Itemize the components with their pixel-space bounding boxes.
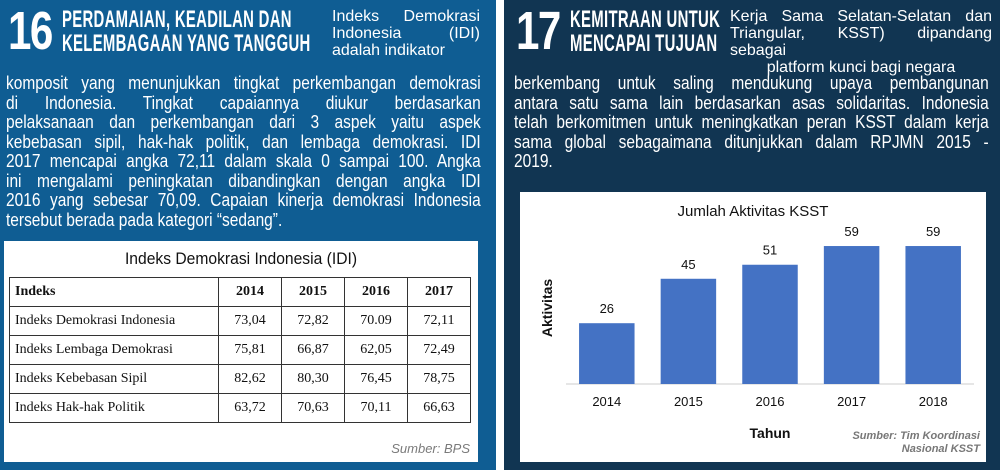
goal-number: 16 [8,1,53,61]
table-cell: 76,45 [344,364,408,394]
table-row: Indeks Demokrasi Indonesia 73,04 72,82 7… [9,306,471,336]
intro-line: adalah indikator [332,42,445,59]
body-line: kebebasan sipil, hak-hak politik, dan le… [6,131,481,152]
intro-line: platform kunci bagi negara [766,59,956,76]
bar [742,264,798,384]
table-cell: 62,05 [344,335,408,365]
table-cell: 63,72 [218,393,282,423]
x-tick-label: 2017 [837,394,866,409]
table-cell: 72,49 [407,335,471,365]
data-label: 45 [681,257,695,272]
data-label: 26 [600,301,614,316]
body-line: komposit yang menunjukkan tingkat perkem… [6,73,481,93]
table-cell: 78,75 [407,364,471,394]
table-cell: 73,04 [218,306,282,336]
table-source: Sumber: BPS [391,441,470,456]
goal-title-line: KELEMBAGAAN YANG TANGGUH [62,30,311,57]
intro-line: Indonesia (IDI) [332,25,480,42]
table-header-row: Indeks 2014 2015 2016 2017 [9,277,471,307]
x-tick-label: 2015 [674,394,703,409]
column-header: 2014 [218,277,282,307]
body-line: antara satu sama lain berdasarkan asas s… [514,92,989,113]
goal-title-line: MENCAPAI TUJUAN [570,30,718,57]
idi-table: Indeks 2014 2015 2016 2017 Indeks Demokr… [9,277,471,423]
table-title: Indeks Demokrasi Indonesia (IDI) [124,249,358,268]
body-line: pelaksanaan dan perkembangan dari 3 aspe… [6,112,481,132]
x-tick-label: 2018 [919,394,948,409]
data-label: 59 [926,224,940,239]
intro-text: Kerja Sama Selatan-Selatan dan Triangula… [730,8,992,76]
column-header: 2016 [344,277,408,307]
body-line: 2019. [514,151,553,171]
goal-title: PERDAMAIAN, KEADILAN DAN KELEMBAGAAN YAN… [62,8,311,56]
table-cell: 66,63 [407,393,471,423]
body-line: 2016 yang sebesar 70,09. Capaian kinerja… [6,190,481,210]
bar [660,278,717,384]
body-text: berkembang untuk saling mendukung upaya … [514,73,989,172]
body-line: berkembang untuk saling mendukung upaya … [514,73,989,93]
table-row: Indeks Kebebasan Sipil 82,62 80,30 76,45… [9,364,471,394]
table-cell: Indeks Hak-hak Politik [9,393,219,423]
ksst-bar-chart: Jumlah Aktivitas KSST Aktivitas 26 2014 45 20… [539,203,974,441]
goal-number: 17 [516,1,561,61]
table-cell: Indeks Kebebasan Sipil [9,364,219,394]
table-cell: Indeks Lembaga Demokrasi [9,335,219,365]
intro-line: Kerja Sama Selatan-Selatan dan [730,8,992,25]
bar [579,323,635,384]
column-header: 2017 [407,277,471,307]
column-header: Indeks [9,277,219,307]
data-label: 59 [844,224,858,239]
body-text: komposit yang menunjukkan tingkat perkem… [6,73,481,230]
body-line: tersebut berada pada kategori “sedang”. [6,209,283,230]
chart-source-line: Nasional KSST [901,443,980,455]
table-row: Indeks Lembaga Demokrasi 75,81 66,87 62,… [9,335,471,365]
body-line: ini mengalami peningkatan dibandingkan d… [6,170,481,191]
column-header: 2015 [281,277,345,307]
intro-line: Triangular, KSST) dipandang sebagai [730,25,992,59]
table-cell: 72,11 [407,306,471,336]
ksst-chart-card: Jumlah Aktivitas KSST Aktivitas 26 2014 45 20… [520,192,986,462]
panel-divider [496,0,504,470]
chart-title: Jumlah Aktivitas KSST [678,203,829,220]
table-cell: Indeks Demokrasi Indonesia [9,306,219,336]
table-row: Indeks Hak-hak Politik 63,72 70,63 70,11… [9,393,471,423]
table-cell: 82,62 [218,364,282,394]
body-line: telah berkomitmen untuk meningkatkan per… [514,112,989,132]
body-line: sama global sebagaimana ditunjukkan dala… [514,131,989,152]
x-tick-label: 2016 [756,394,785,409]
bar [823,246,880,384]
chart-source-line: Sumber: Tim Koordinasi [852,430,980,442]
goal-title-line: PERDAMAIAN, KEADILAN DAN [62,6,292,33]
table-cell: 66,87 [281,335,345,365]
x-axis-label: Tahun [750,425,791,441]
table-cell: 70.09 [344,306,408,336]
table-cell: 70,63 [281,393,345,423]
data-label: 51 [763,243,777,258]
idi-table-card: Indeks Demokrasi Indonesia (IDI) Indeks … [4,241,478,462]
table-cell: 70,11 [344,393,408,423]
intro-text: Indeks Demokrasi Indonesia (IDI) adalah … [332,8,480,59]
table-cell: 72,82 [281,306,345,336]
goal-title-line: KEMITRAAN UNTUK [570,6,721,33]
goal-title: KEMITRAAN UNTUK MENCAPAI TUJUAN [570,8,720,56]
panel-goal-17: 17 KEMITRAAN UNTUK MENCAPAI TUJUAN Kerja… [504,0,1000,470]
y-axis-label: Aktivitas [539,279,555,338]
table-cell: 80,30 [281,364,345,394]
panel-goal-16: 16 PERDAMAIAN, KEADILAN DAN KELEMBAGAAN … [0,0,496,470]
chart-source: Sumber: Tim Koordinasi Nasional KSST [852,430,980,456]
table-cell: 75,81 [218,335,282,365]
body-line: 2017 mencapai angka 72,11 dalam skala 0 … [6,151,481,171]
intro-line: Indeks Demokrasi [332,8,480,25]
x-tick-label: 2014 [592,394,621,409]
body-line: di Indonesia. Tingkat capaiannya diukur … [6,92,481,113]
bar [905,246,961,384]
